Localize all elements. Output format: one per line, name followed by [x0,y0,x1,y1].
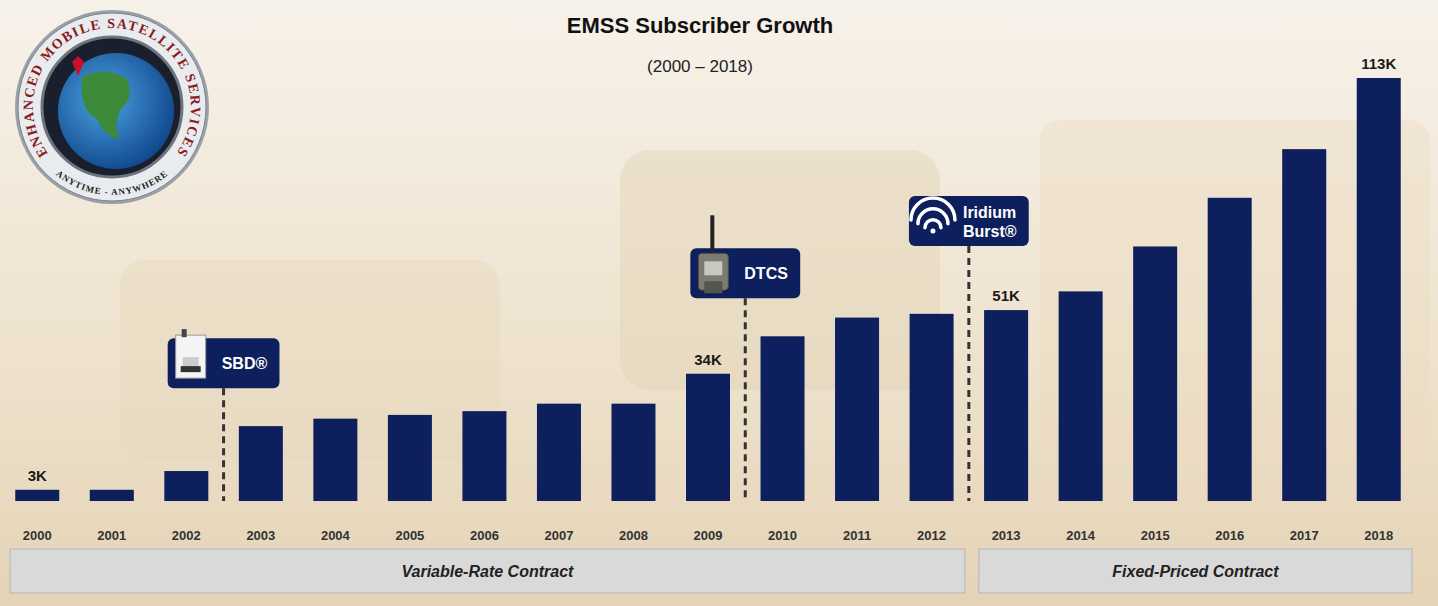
icon [930,229,935,234]
x-tick-label: 2005 [395,528,424,543]
data-label: 113K [1361,55,1396,72]
x-tick-label: 2013 [992,528,1021,543]
x-tick-label: 2016 [1215,528,1244,543]
annotation-line-text: Burst® [963,223,1017,240]
bars [15,78,1400,501]
bar [1133,246,1177,501]
bar [761,336,805,501]
bar [239,426,283,501]
chart: EMSS Subscriber Growth (2000 – 2018) ENHAN… [0,0,1438,606]
x-tick-label: 2001 [97,528,126,543]
bar [15,490,59,501]
subtitle: (2000 – 2018) [647,57,753,76]
bg-shape [120,260,500,460]
x-tick-label: 2012 [917,528,946,543]
annotation-line [967,246,970,501]
bar [686,374,730,501]
page: {"chart_data": {"type": "bar", "title": … [0,0,1438,606]
x-tick-label: 2014 [1066,528,1096,543]
icon [176,335,206,378]
x-tick-label: 2007 [544,528,573,543]
bar [313,419,357,501]
x-tick-label: 2000 [23,528,52,543]
data-label: 51K [992,287,1020,304]
data-label: 3K [28,467,47,484]
icon [918,209,948,224]
annotation: Iridium Burst® [909,196,1029,501]
logo-rim [15,10,209,204]
bar [1357,78,1401,501]
bar [1282,149,1326,501]
bar [164,471,208,501]
annotation-label: Iridium Burst® [963,204,1017,240]
bar [90,490,134,501]
annotation-line [222,388,225,501]
x-tick-label: 2011 [843,528,871,543]
icon [182,329,187,337]
logo-text: ENHANCED MOBILE SATELLITE SERVICES [21,16,203,160]
logo-ring [18,13,206,201]
icon [181,366,201,372]
x-tick-label: 2018 [1364,528,1393,543]
logo: ENHANCED MOBILE SATELLITE SERVICES ANYTIM… [15,10,209,204]
x-tick-label: 2006 [470,528,499,543]
annotation-label: SBD® [222,355,268,372]
annotation: SBD® [168,329,280,501]
bar [462,411,506,501]
logo-star [72,56,84,76]
x-tick-label: 2017 [1290,528,1319,543]
x-tick-label: 2008 [619,528,648,543]
logo-text-path: ENHANCED MOBILE SATELLITE SERVICES [21,16,203,160]
bar [984,310,1028,501]
title: EMSS Subscriber Growth [567,13,834,38]
x-tick-label: 2002 [172,528,201,543]
annotation-box [909,196,1029,246]
period-label: Variable-Rate Contract [401,563,574,580]
bar [388,415,432,501]
bar [1059,291,1103,501]
bar [1208,198,1252,501]
icon [704,281,722,293]
x-tick-label: 2015 [1141,528,1170,543]
logo-globe [58,53,174,169]
annotation: DTCS [690,215,800,501]
logo-motto-path: ANYTIME - ANYWHERE [54,168,170,197]
icon [710,215,714,255]
bar [537,404,581,501]
logo-inner [42,37,182,177]
icon [704,261,722,275]
annotation-line [744,298,747,501]
bar [910,314,954,501]
data-label: 34K [694,351,722,368]
background [0,0,1438,606]
logo-motto: ANYTIME - ANYWHERE [54,168,170,197]
x-tick-label: 2004 [321,528,351,543]
x-tick-label: 2009 [694,528,723,543]
x-tick-label: 2010 [768,528,797,543]
annotation-label: DTCS [744,265,788,282]
bar [835,318,879,501]
annotation-box [690,248,800,298]
period-label: Fixed-Priced Contract [1112,563,1279,580]
logo-land [82,71,130,139]
annotation-line-text: Iridium [963,204,1016,221]
period-band [979,549,1412,593]
x-tick-label: 2003 [246,528,275,543]
period-band [10,549,965,593]
bar [611,404,655,501]
icon [925,220,941,228]
